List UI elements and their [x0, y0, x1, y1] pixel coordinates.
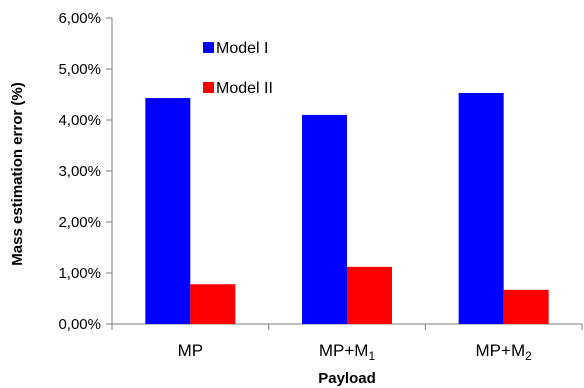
x-tick-label: MP+M1 — [319, 341, 376, 363]
y-tick-label: 3,00% — [58, 163, 101, 180]
x-axis-title: Payload — [318, 370, 376, 387]
x-axis: MP MP+M1 MP+M2 — [111, 323, 583, 363]
bar-model-1 — [302, 114, 347, 325]
y-tick-label: 5,00% — [58, 61, 101, 78]
legend: Model I Model II — [203, 40, 273, 97]
bar-model-1 — [145, 98, 191, 324]
y-tick-label: 4,00% — [58, 112, 101, 129]
legend-swatch — [203, 82, 214, 93]
y-tick-label: 0,00% — [58, 316, 101, 333]
y-axis: 0,00% 1,00% 2,00% 3,00% 4,00% 5,00% 6,00% — [58, 10, 113, 333]
legend-swatch — [203, 42, 214, 53]
x-tick-label: MP — [178, 341, 204, 360]
y-axis-title: Mass estimation error (%) — [9, 82, 26, 265]
y-tick-label: 6,00% — [58, 10, 101, 27]
bar-model-2 — [503, 289, 549, 324]
y-tick-label: 2,00% — [58, 214, 101, 231]
bar-model-1 — [458, 92, 504, 324]
bar-model-2 — [190, 284, 236, 324]
legend-label: Model II — [216, 80, 273, 97]
bars — [145, 92, 549, 325]
legend-label: Model I — [216, 40, 268, 57]
y-tick-label: 1,00% — [58, 265, 101, 282]
bar-model-2 — [347, 266, 392, 324]
x-tick-label: MP+M2 — [476, 341, 533, 363]
